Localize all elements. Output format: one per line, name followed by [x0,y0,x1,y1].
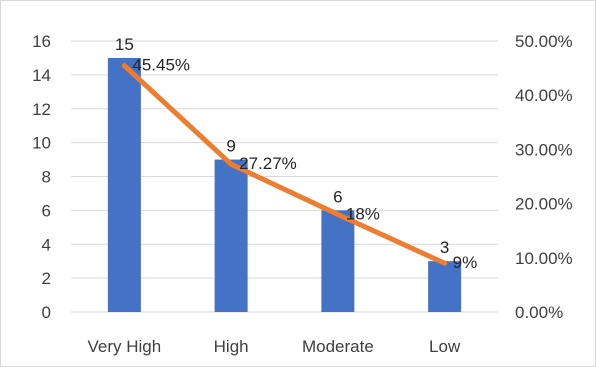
bar [428,261,462,312]
category-label: Very High [88,337,162,356]
line-point [121,63,127,69]
bar-data-label: 3 [440,238,449,257]
line-series-path [121,63,448,266]
right-axis-tick-labels: 0.00% 10.00% 20.00% 30.00% 40.00% 50.00% [515,32,573,322]
bar [214,159,248,312]
left-axis-tick-label: 10 [32,134,51,153]
left-axis-tick-label: 14 [32,66,51,85]
left-axis-tick-labels: 0 2 4 6 8 10 12 14 16 [32,32,51,322]
left-axis-tick-label: 12 [32,100,51,119]
bar-data-label: 15 [115,35,134,54]
line-point [442,260,448,266]
bar-data-label: 6 [333,187,342,206]
line-data-label: 45.45% [132,56,190,75]
left-axis-tick-label: 4 [42,235,51,254]
bar-data-label: 9 [226,137,235,156]
category-label: Moderate [302,337,374,356]
bar-data-labels: 15 9 6 3 [115,35,449,257]
left-axis-tick-label: 16 [32,32,51,51]
category-label: Low [429,337,461,356]
right-axis-tick-label: 40.00% [515,86,573,105]
left-axis-tick-label: 0 [42,303,51,322]
bar-series [107,57,462,312]
left-axis-tick-label: 8 [42,168,51,187]
right-axis-tick-label: 30.00% [515,140,573,159]
line-data-labels: 45.45% 27.27% 18% 9% [132,56,477,273]
category-axis-labels: Very High High Moderate Low [88,337,461,356]
line-series [121,63,448,266]
left-axis-tick-label: 6 [42,201,51,220]
right-axis-tick-label: 10.00% [515,249,573,268]
bar [321,210,355,312]
line-data-label: 9% [453,253,478,272]
left-axis-tick-label: 2 [42,269,51,288]
right-axis-tick-label: 50.00% [515,32,573,51]
category-label: High [214,337,249,356]
line-data-label: 18% [346,204,380,223]
right-axis-tick-label: 20.00% [515,195,573,214]
gridlines [71,40,498,313]
line-point [335,211,341,217]
right-axis-tick-label: 0.00% [515,303,563,322]
bar [107,57,141,312]
line-point [228,161,234,167]
line-data-label: 27.27% [239,154,297,173]
